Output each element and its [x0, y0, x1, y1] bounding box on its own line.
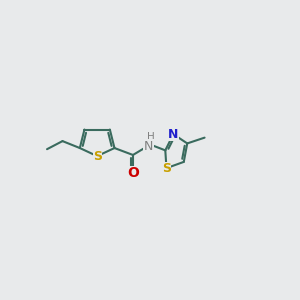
Text: O: O: [127, 167, 139, 180]
Text: N: N: [144, 140, 153, 153]
Text: H: H: [147, 132, 154, 142]
Text: S: S: [162, 162, 171, 175]
Text: N: N: [168, 128, 178, 141]
Text: S: S: [93, 150, 102, 163]
